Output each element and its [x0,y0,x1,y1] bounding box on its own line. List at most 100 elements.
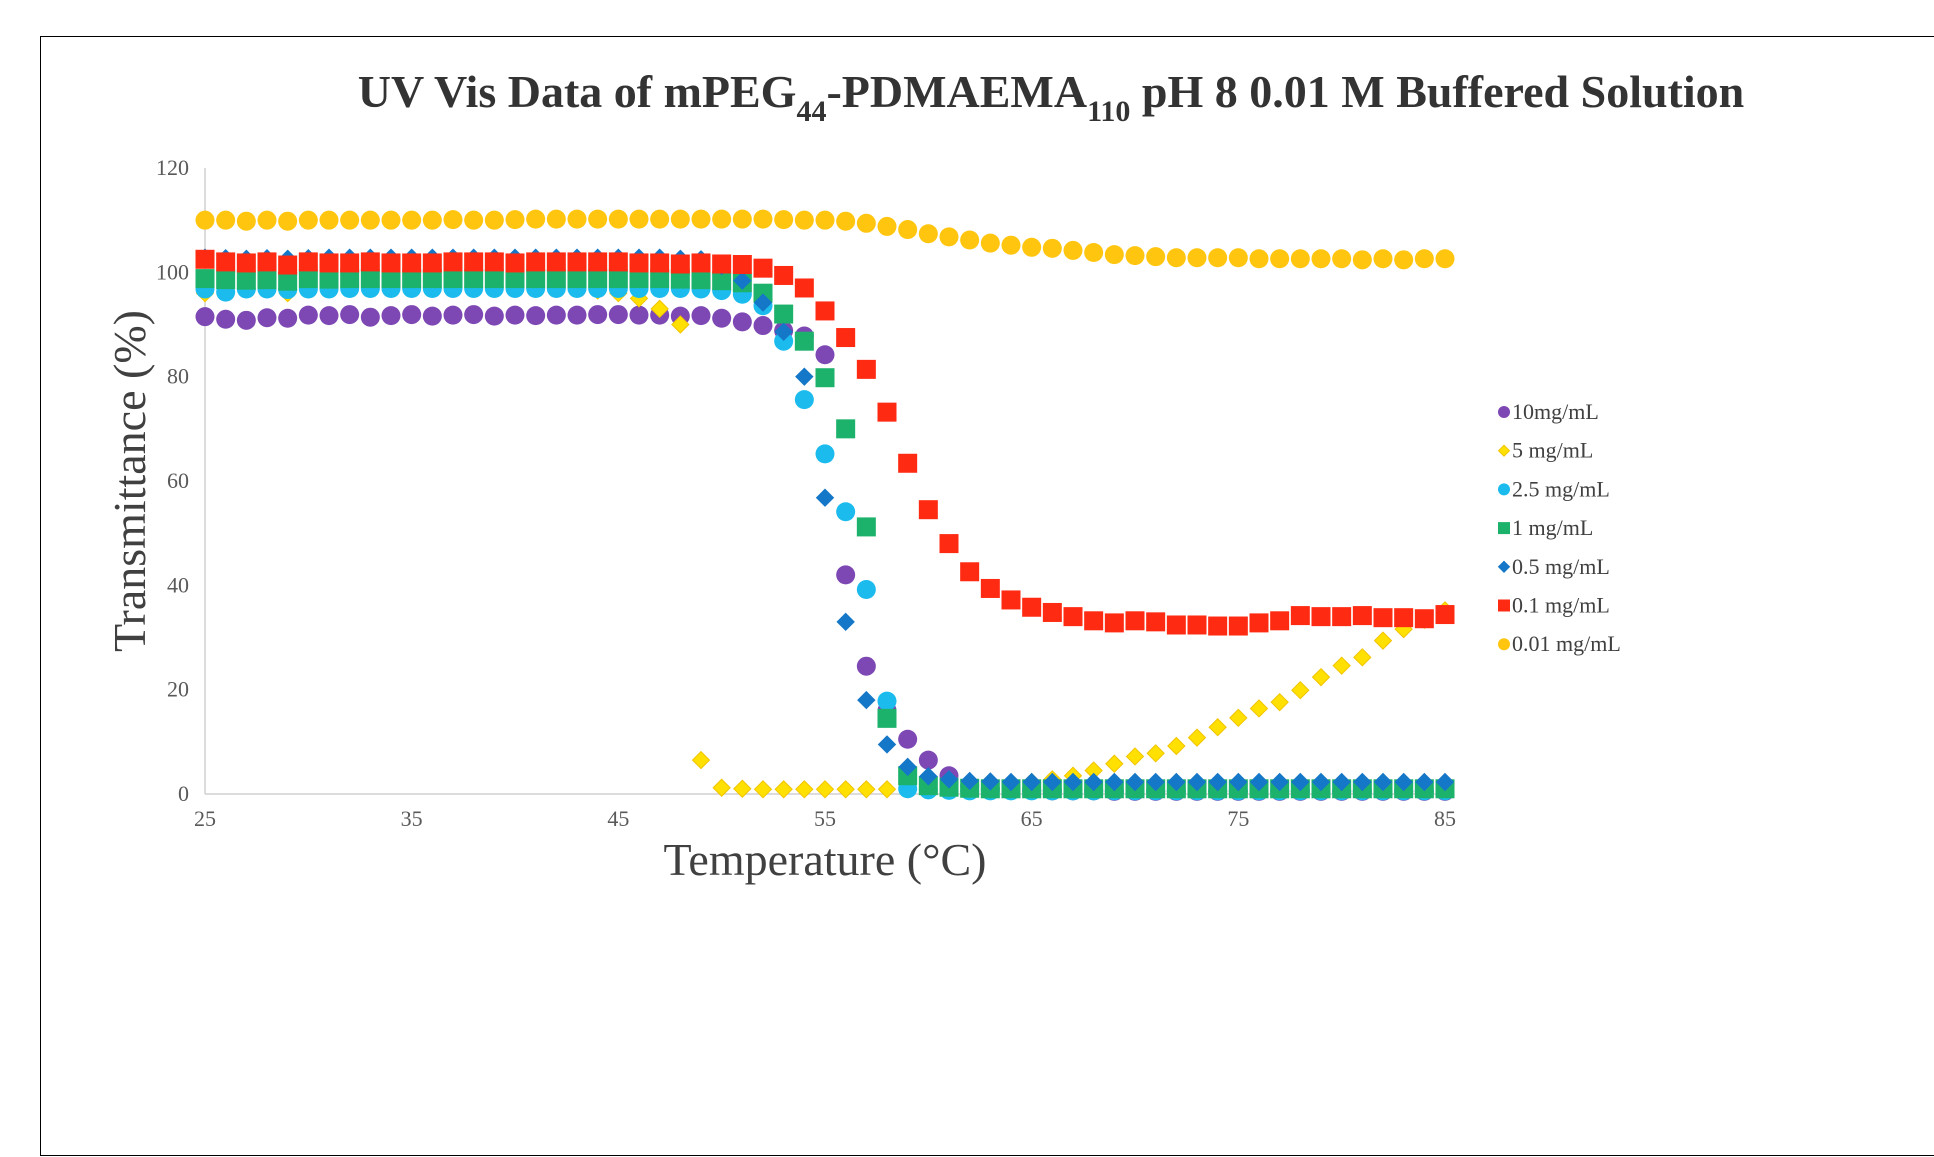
data-point [960,230,980,250]
data-point [1063,240,1083,260]
data-point [443,305,463,325]
data-point [629,269,649,289]
data-point [195,307,215,327]
data-point [1270,249,1290,269]
data-point [857,690,876,710]
x-tick-label: 35 [401,806,423,831]
data-point [836,328,856,348]
data-point [877,402,897,422]
data-point [753,780,773,799]
data-point [298,305,318,325]
data-point [691,750,711,770]
data-point [1249,613,1269,633]
data-point [1291,680,1310,700]
data-point [567,209,587,229]
data-point [236,310,256,330]
data-point [1290,606,1310,626]
data-point [732,209,752,229]
data-point [919,767,938,786]
legend-marker [1498,599,1510,612]
legend-item: 1 mg/mL [1498,515,1593,540]
data-point [1373,608,1393,628]
data-point [939,770,959,789]
data-point [670,254,690,274]
data-point [1001,590,1021,610]
data-point [857,780,876,799]
data-point [981,772,1000,791]
data-point [319,210,339,230]
data-point [1394,608,1414,628]
data-point [1353,772,1372,792]
data-point [836,419,856,439]
x-tick-label: 75 [1227,806,1249,831]
data-point [815,780,835,799]
data-point [360,307,380,327]
y-axis-label: Transmittance (%) [104,310,155,652]
data-point [381,306,401,326]
data-point [1291,772,1310,792]
data-point [774,304,794,324]
data-point [691,306,711,326]
data-point [712,778,731,797]
data-point [795,367,814,386]
data-point [1001,235,1021,255]
data-point [1373,772,1393,792]
y-tick-label: 0 [178,781,189,806]
data-point [588,269,608,289]
data-point [1208,718,1227,737]
data-point [939,227,959,247]
data-point [753,209,773,229]
data-point [1435,772,1455,792]
data-point [753,258,773,278]
data-point [836,565,856,585]
y-tick-label: 120 [156,155,189,180]
legend-item: 10mg/mL [1498,399,1599,424]
data-point [216,309,236,329]
data-point [753,316,773,336]
data-point [526,306,546,326]
data-point [691,270,711,290]
data-point [567,269,587,289]
data-point [236,270,256,290]
data-point [1105,772,1124,792]
data-point [505,210,525,230]
legend-label: 0.01 mg/mL [1512,631,1621,656]
data-point [1414,609,1434,629]
data-point [340,269,360,289]
data-point [1435,605,1455,625]
data-point [484,252,504,272]
x-tick-label: 45 [607,806,629,831]
data-point [216,210,236,230]
legend-marker [1498,483,1510,496]
data-point [1352,606,1372,626]
data-point [815,301,835,321]
data-point [526,252,546,272]
data-point [980,233,1000,253]
legend-item: 2.5 mg/mL [1498,476,1610,501]
data-point [422,253,442,273]
data-point [1084,243,1104,263]
data-point [278,255,298,275]
data-point [877,708,897,728]
data-point [1208,616,1228,636]
data-point [650,299,669,319]
data-point [257,210,277,230]
data-point [1249,772,1269,792]
data-point [1353,648,1372,667]
data-point [794,278,814,298]
y-tick-label: 100 [156,259,189,284]
data-point [960,562,980,582]
data-point [1104,245,1124,265]
data-point [216,270,236,290]
data-point [1125,747,1145,766]
data-point [794,390,814,410]
data-point [898,220,918,240]
data-point [546,209,566,229]
data-point [505,305,525,325]
data-point [1125,772,1145,792]
data-point [422,210,442,230]
series-6 [195,209,1455,270]
data-point [1187,772,1207,792]
data-point [1146,744,1165,763]
data-point [1394,250,1414,270]
